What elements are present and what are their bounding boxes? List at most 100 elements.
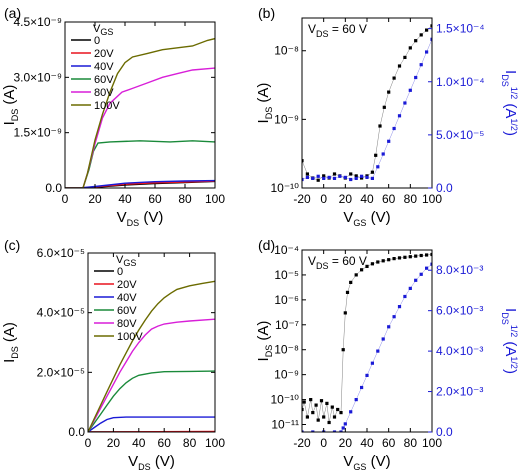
data-point-left-20 — [403, 55, 407, 59]
data-point-left-11 — [360, 176, 364, 180]
y2-tick-label: 6.0×10⁻³ — [436, 304, 483, 318]
y-axis-label: IDS (A) — [1, 322, 20, 363]
data-point-left-7 — [319, 399, 324, 403]
data-point-left-12 — [332, 415, 337, 419]
y2-tick-label: 8.0×10⁻³ — [436, 263, 483, 277]
series-line-80V — [65, 67, 215, 188]
x-axis-label: VDS (V) — [117, 209, 164, 228]
data-point-left-13 — [370, 170, 374, 174]
data-point-right-7 — [349, 410, 353, 414]
data-point-left-18 — [392, 76, 396, 80]
data-point-left-21 — [408, 46, 412, 50]
series-line-40V — [65, 179, 215, 188]
y-tick-label: 6.0×10⁻⁵ — [37, 246, 85, 260]
x-tick-label: 0 — [320, 436, 327, 450]
data-point-left-30 — [414, 254, 418, 258]
data-point-right-23 — [425, 50, 429, 54]
x-tick-label: 100 — [205, 192, 225, 206]
data-point-left-26 — [392, 257, 396, 261]
y-tick-label: 0.0 — [45, 181, 62, 195]
data-point-left-25 — [387, 258, 391, 262]
x-tick-label: -20 — [293, 436, 311, 450]
data-point-left-8 — [322, 415, 326, 419]
data-point-left-28 — [403, 255, 407, 259]
data-point-left-24 — [381, 259, 385, 263]
series-line-40V — [88, 416, 215, 432]
data-point-right-16 — [397, 305, 402, 309]
y-tick-label: 10⁻⁵ — [274, 268, 299, 282]
panel-b: (b) -20 0 20 40 60 80 100 VGS (V) 10⁻¹⁰ 10⁻⁹ 10⁻⁸ ID… — [255, 5, 519, 228]
panel-label: (d) — [258, 237, 275, 253]
x-tick-label: 20 — [107, 436, 121, 450]
data-point-left-10 — [354, 174, 358, 178]
data-point-right-12 — [376, 349, 380, 353]
y-tick-label: 4.5×10⁻⁹ — [13, 15, 62, 29]
series-group — [65, 37, 215, 188]
data-point-right-24 — [430, 37, 432, 41]
data-point-left-15 — [341, 348, 345, 352]
axes-frame — [301, 249, 433, 433]
legend-item: 80V — [94, 87, 114, 99]
legend-item: 80V — [117, 318, 137, 330]
axes-frame — [87, 252, 216, 433]
x-tick-label: 60 — [158, 436, 172, 450]
data-point-left-31 — [419, 253, 423, 258]
y-tick-label: 10⁻¹⁰ — [271, 181, 300, 195]
series-group — [302, 24, 432, 182]
legend-item: 100V — [94, 100, 120, 112]
x-axis-label: VGS (V) — [343, 209, 390, 228]
series-line-100V — [88, 280, 215, 432]
x-tick-label: 80 — [178, 192, 192, 206]
y-tick-label: 10⁻⁸ — [274, 343, 299, 357]
x-tick-label: 100 — [422, 436, 442, 450]
data-point-left-0 — [302, 407, 304, 412]
data-point-right-14 — [387, 325, 391, 329]
data-point-right-2 — [311, 176, 315, 180]
legend-item: 20V — [94, 48, 114, 60]
y-tick-label: 10⁻¹⁰ — [271, 393, 300, 407]
x-tick-label: 0 — [85, 436, 92, 450]
y2-tick-label: 0.0 — [436, 181, 453, 195]
data-point-right-15 — [381, 152, 385, 156]
series-connector-right — [302, 39, 432, 180]
data-point-right-8 — [354, 398, 358, 402]
y-axis-label: IDS (A) — [255, 83, 274, 124]
x-tick-label: -20 — [293, 192, 311, 206]
x-tick-label: 40 — [118, 192, 132, 206]
y-tick-label: 3.0×10⁻⁹ — [13, 70, 62, 84]
x-tick-label: 80 — [183, 436, 197, 450]
data-point-left-5 — [314, 403, 318, 407]
data-point-left-3 — [316, 178, 320, 182]
axes-frame — [301, 17, 433, 189]
vds-annotation: VDS = 60 V — [308, 22, 367, 39]
x-tick-label: 80 — [404, 436, 418, 450]
series-connector-left — [302, 254, 432, 423]
data-point-right-10 — [365, 373, 369, 377]
x-tick-label: 100 — [422, 192, 442, 206]
data-point-right-21 — [414, 75, 418, 80]
panel-c: (c) 0 20 40 60 80 100 VDS (V) 0.0 2.0×10⁻⁵ 4.0×10⁻… — [1, 237, 225, 472]
data-point-right-3 — [316, 174, 320, 178]
x-tick-label: 20 — [339, 192, 353, 206]
x-axis-label: VGS (V) — [343, 453, 390, 472]
x-tick-label: 60 — [148, 192, 162, 206]
y2-axis-label: IDS1/2 (A1/2) — [500, 308, 519, 374]
legend-item: 20V — [117, 279, 137, 291]
data-point-right-11 — [360, 174, 364, 178]
y-axis-label: IDS (A) — [1, 85, 20, 126]
data-point-left-17 — [345, 290, 350, 294]
y2-axis-label: IDS1/2 (A1/2) — [500, 70, 519, 136]
data-point-left-27 — [397, 256, 402, 260]
data-point-left-19 — [354, 273, 358, 277]
data-point-right-9 — [360, 385, 364, 390]
data-point-right-21 — [425, 266, 429, 270]
x-tick-label: 40 — [360, 436, 374, 450]
legend-title: VGS — [93, 23, 113, 37]
y2-tick-label: 1.5×10⁻⁴ — [436, 22, 485, 36]
legend-item: 60V — [117, 305, 137, 317]
y-tick-label: 10⁻⁶ — [274, 293, 299, 307]
data-point-left-15 — [378, 124, 382, 128]
data-point-left-19 — [397, 64, 402, 68]
data-point-left-18 — [349, 280, 353, 284]
data-point-right-0 — [302, 430, 304, 432]
